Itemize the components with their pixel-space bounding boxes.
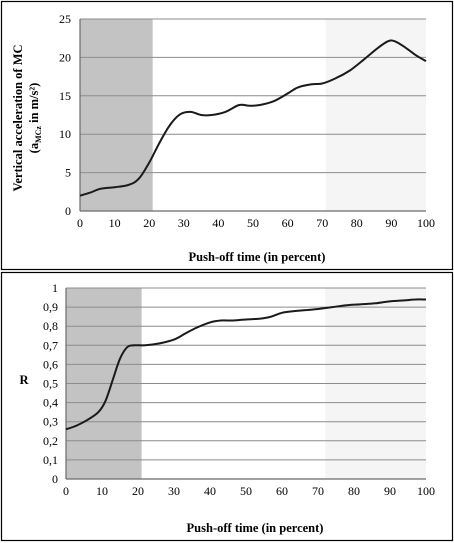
panel-border [0,0,454,271]
x-tick-label: 30 [178,216,190,230]
y-axis-label: R [19,373,29,387]
x-tick-label: 60 [282,216,294,230]
y-axis-label-pre: (a [27,142,41,153]
series-line [79,39,427,197]
x-tick-label: 40 [212,216,224,230]
x-tick-label: 0 [63,484,69,498]
x-tick-label: 40 [204,484,216,498]
y-axis-label-line1: Vertical acceleration of MC [11,44,25,191]
x-tick-label: 60 [276,484,288,498]
x-axis-label: Push-off time (in percent) [187,521,324,535]
y-tick-label: 0 [52,472,58,486]
x-tick-label: 10 [96,484,108,498]
x-tick-label: 80 [348,484,360,498]
chart-r: 0 10 20 30 40 50 60 70 80 90 100 00,10,20,30,40,50… [0,271,454,542]
y-tick-label: 1 [52,281,58,295]
y-tick-label: 0,9 [43,300,58,314]
chart-acceleration: 0 10 20 30 40 50 60 70 80 90 100 0 5 10 15 20 25 Push-o… [0,0,454,271]
y-tick-label: 0,7 [43,338,58,352]
x-tick-label: 100 [417,484,435,498]
x-tick-label: 50 [240,484,252,498]
x-tick-label: 80 [351,216,363,230]
x-tick-label: 20 [132,484,144,498]
gridlines [66,287,426,461]
shaded-region [325,19,426,211]
gridlines [80,18,426,174]
series-line [65,298,427,431]
x-tick-label: 90 [384,484,396,498]
x-tick-labels: 0 10 20 30 40 50 60 70 80 90 100 [77,216,435,230]
y-tick-label: 0,6 [43,357,58,371]
y-axis-label-line2: (aMCz in m/s²) [27,83,43,154]
y-tick-labels: 0 0,1 0,2 0,3 0,4 0,5 0,6 0,7 0,8 0,9 1 [43,281,58,486]
y-tick-labels: 0 5 10 15 20 25 [59,12,71,218]
x-tick-label: 50 [247,216,259,230]
x-tick-label: 10 [109,216,121,230]
y-tick-label: 5 [65,166,71,180]
x-tick-label: 70 [316,216,328,230]
x-tick-label: 20 [143,216,155,230]
shaded-region [80,19,153,211]
y-tick-label: 0,2 [43,434,58,448]
y-tick-label: 0,5 [43,377,58,391]
x-tick-label: 30 [168,484,180,498]
y-tick-label: 0,4 [43,396,58,410]
x-tick-label: 100 [417,216,435,230]
axes [65,288,426,480]
x-tick-label: 70 [312,484,324,498]
shaded-regions [80,19,426,211]
y-axis-label-post: in m/s²) [27,83,41,126]
x-tick-label: 0 [77,216,83,230]
y-tick-label: 0 [65,204,71,218]
y-tick-label: 20 [59,50,71,64]
y-tick-label: 0,8 [43,319,58,333]
axes [79,19,426,212]
y-axis-label-sub: MCz [34,126,43,143]
y-tick-label: 25 [59,12,71,26]
x-axis-label: Push-off time (in percent) [189,250,326,264]
y-tick-label: 10 [59,127,71,141]
y-tick-label: 0,3 [43,415,58,429]
panel-border [0,271,454,542]
x-tick-label: 90 [385,216,397,230]
x-tick-labels: 0 10 20 30 40 50 60 70 80 90 100 [63,484,435,498]
y-tick-label: 15 [59,89,71,103]
y-tick-label: 0,1 [43,453,58,467]
